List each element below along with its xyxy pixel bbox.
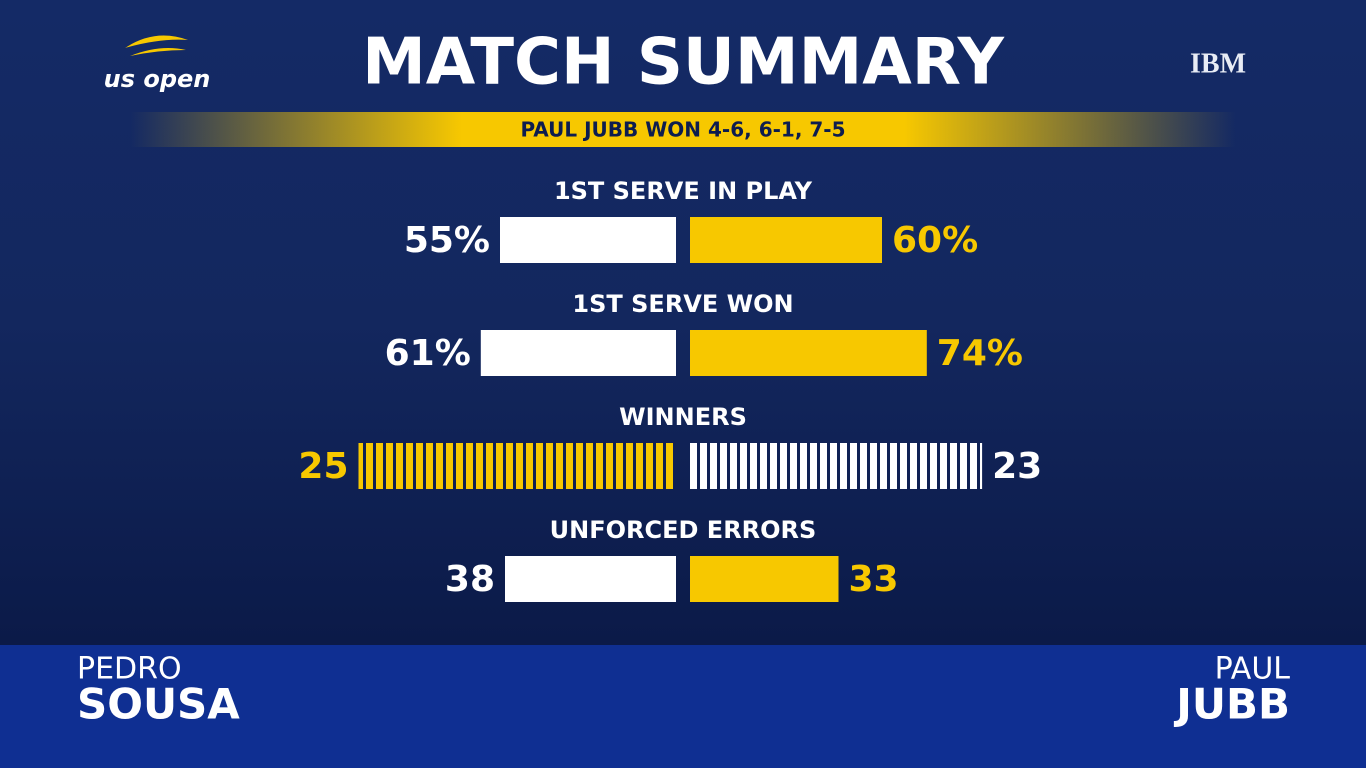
value-label: 55% <box>404 220 490 261</box>
bar <box>500 217 676 263</box>
player-last: SOUSA <box>77 680 240 729</box>
logo-ball <box>125 35 188 56</box>
value-label: 74% <box>937 333 1023 374</box>
player-first: PAUL <box>1215 652 1291 687</box>
stat-label: 1ST SERVE WON <box>572 290 793 318</box>
player-last: JUBB <box>1173 680 1290 729</box>
value-label: 25 <box>298 446 348 487</box>
stat-label: UNFORCED ERRORS <box>550 516 817 544</box>
footer-band <box>0 645 1366 768</box>
result: PAUL JUBB WON 4-6, 6-1, 7-5 <box>520 118 845 142</box>
logo-us-open: us open <box>104 65 211 93</box>
player-first: PEDRO <box>77 652 182 687</box>
value-label: 61% <box>385 333 471 374</box>
background <box>0 0 1366 645</box>
bar <box>690 556 839 602</box>
stat-label: 1ST SERVE IN PLAY <box>554 177 813 205</box>
value-label: 33 <box>849 559 899 600</box>
value-label: 38 <box>445 559 495 600</box>
title: MATCH SUMMARY <box>362 26 1004 100</box>
value-label: 23 <box>992 446 1042 487</box>
stat-label: WINNERS <box>619 403 747 431</box>
value-label: 60% <box>892 220 978 261</box>
bar <box>690 330 927 376</box>
bar <box>480 330 676 376</box>
logo-ibm: IBM <box>1190 48 1246 79</box>
result-band <box>130 112 1236 147</box>
bar <box>690 217 882 263</box>
bar <box>505 556 676 602</box>
bar <box>690 443 983 489</box>
bar <box>358 443 676 489</box>
